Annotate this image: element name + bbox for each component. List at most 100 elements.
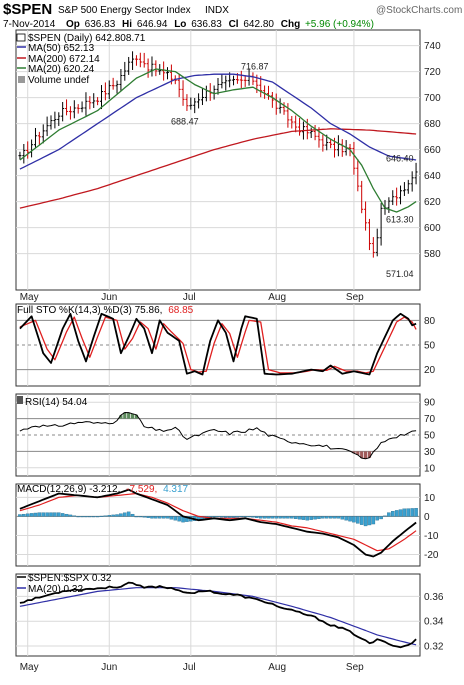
macd-histogram-bar bbox=[235, 516, 240, 518]
macd-histogram-bar bbox=[142, 516, 146, 518]
rsi-legend: RSI(14) 54.04 bbox=[17, 396, 88, 408]
close-label: Cl bbox=[229, 19, 239, 30]
legend-ma20: MA(20) 620.24 bbox=[28, 64, 95, 75]
ratio-legend: $SPEN:$SPX 0.32 MA(20) 0.32 bbox=[17, 573, 112, 595]
legend-macd: MACD(12,26,9) -3.212, -7.529, 4.317 bbox=[17, 484, 189, 495]
macd-histogram-bar bbox=[95, 516, 100, 518]
legend-price-swatch bbox=[16, 33, 26, 42]
macd-histogram-bar bbox=[321, 516, 325, 519]
macd-histogram-bar bbox=[313, 516, 317, 520]
macd-histogram-bar bbox=[154, 516, 158, 519]
macd-histogram-bar bbox=[410, 508, 414, 517]
y-tick-label: 0.34 bbox=[424, 617, 444, 628]
macd-histogram-bar bbox=[216, 516, 220, 518]
macd-histogram-bar bbox=[169, 516, 174, 520]
y-tick-label: 0.36 bbox=[424, 592, 444, 603]
macd-histogram-bar bbox=[239, 516, 244, 518]
month-label-top: Sep bbox=[346, 292, 364, 303]
macd-histogram-bar bbox=[45, 512, 49, 517]
macd-histogram-bar bbox=[115, 514, 119, 517]
macd-histogram-bar bbox=[340, 516, 345, 520]
price-annotation: 646.40 bbox=[386, 153, 414, 163]
month-label-bottom: Jun bbox=[101, 662, 117, 673]
macd-histogram-bar bbox=[305, 516, 310, 521]
macd-histogram-bar bbox=[177, 516, 181, 522]
y-tick-label: 640 bbox=[424, 171, 441, 182]
y-tick-label: 50 bbox=[424, 431, 436, 442]
macd-histogram-bar bbox=[60, 513, 65, 517]
macd-histogram-bar bbox=[286, 516, 290, 519]
macd-histogram-bar bbox=[53, 512, 57, 517]
ma20-line bbox=[19, 68, 417, 213]
macd-histogram-bar bbox=[266, 516, 271, 519]
y-tick-label: 0.32 bbox=[424, 642, 444, 653]
macd-histogram-bar bbox=[352, 516, 356, 523]
macd-histogram-bar bbox=[293, 516, 298, 519]
macd-histogram-bar bbox=[64, 513, 69, 517]
month-label-bottom: Sep bbox=[346, 662, 364, 673]
macd-histogram-bar bbox=[309, 516, 313, 520]
macd-histogram-bar bbox=[157, 516, 162, 519]
macd-histogram-bar bbox=[88, 516, 92, 518]
month-label-top: Jun bbox=[101, 292, 117, 303]
macd-histogram-bar bbox=[173, 516, 178, 521]
macd-histogram-bar bbox=[328, 516, 333, 519]
macd-histogram-bar bbox=[391, 511, 395, 517]
macd-histogram-bar bbox=[161, 516, 166, 519]
macd-histogram-bar bbox=[123, 512, 127, 517]
month-label-bottom: Jul bbox=[183, 662, 196, 673]
macd-histogram-bar bbox=[212, 516, 216, 518]
y-tick-label: 30 bbox=[424, 447, 436, 458]
macd-histogram-bar bbox=[251, 516, 255, 518]
macd-histogram-bar bbox=[387, 512, 391, 517]
macd-histogram-bar bbox=[165, 516, 170, 519]
macd-histogram-bar bbox=[146, 516, 150, 518]
price-legend: $SPEN (Daily) 642.808.71 MA(50) 652.13 M… bbox=[16, 33, 146, 86]
macd-histogram-bar bbox=[356, 516, 360, 524]
change-label: Chg bbox=[281, 19, 300, 30]
macd-histogram-bar bbox=[258, 516, 263, 519]
macd-histogram-bar bbox=[375, 516, 379, 521]
macd-histogram-bar bbox=[290, 516, 294, 519]
macd-histogram-bar bbox=[68, 514, 73, 517]
y-tick-label: 70 bbox=[424, 414, 436, 425]
macd-histogram-bar bbox=[332, 516, 337, 519]
macd-histogram-bar bbox=[414, 508, 418, 517]
macd-histogram-bar bbox=[274, 516, 279, 519]
ma200-line bbox=[19, 128, 417, 209]
macd-histogram-bar bbox=[49, 512, 53, 517]
macd-histogram-bar bbox=[37, 512, 42, 517]
legend-volume: Volume undef bbox=[28, 75, 89, 86]
macd-histogram-bar bbox=[33, 512, 38, 517]
macd-histogram-bar bbox=[282, 516, 286, 519]
exchange-label: INDX bbox=[205, 5, 229, 16]
price-annotation: 613.30 bbox=[386, 214, 414, 224]
macd-histogram-bar bbox=[22, 513, 26, 517]
macd-histogram-bar bbox=[150, 516, 154, 519]
legend-ratio: $SPEN:$SPX 0.32 bbox=[28, 573, 112, 584]
sto-k-line bbox=[19, 312, 417, 376]
legend-ma50: MA(50) 652.13 bbox=[28, 43, 95, 54]
macd-histogram-bar bbox=[359, 516, 364, 525]
open-label: Op bbox=[66, 19, 80, 30]
price-annotation: 571.04 bbox=[386, 269, 414, 279]
macd-histogram-bar bbox=[99, 515, 104, 517]
macd-histogram-bar bbox=[25, 513, 30, 517]
month-label-bottom: May bbox=[20, 662, 39, 673]
y-tick-label: 90 bbox=[424, 398, 436, 409]
legend-ratio-ma: MA(20) 0.32 bbox=[28, 584, 83, 595]
symbol-title: $SPEN bbox=[3, 1, 52, 18]
macd-histogram-bar bbox=[402, 508, 407, 517]
macd-histogram-bar bbox=[371, 516, 376, 525]
legend-ma200: MA(200) 672.14 bbox=[28, 54, 100, 65]
y-tick-label: 10 bbox=[424, 463, 436, 474]
macd-histogram-bar bbox=[406, 508, 411, 517]
legend-price: $SPEN (Daily) 642.808.71 bbox=[28, 33, 146, 44]
month-label-bottom: Aug bbox=[268, 662, 286, 673]
y-tick-label: 80 bbox=[424, 316, 436, 327]
macd-histogram-bar bbox=[270, 516, 275, 519]
macd-histogram-bar bbox=[107, 515, 112, 517]
macd-histogram-bar bbox=[84, 516, 88, 518]
macd-histogram-bar bbox=[367, 516, 372, 526]
